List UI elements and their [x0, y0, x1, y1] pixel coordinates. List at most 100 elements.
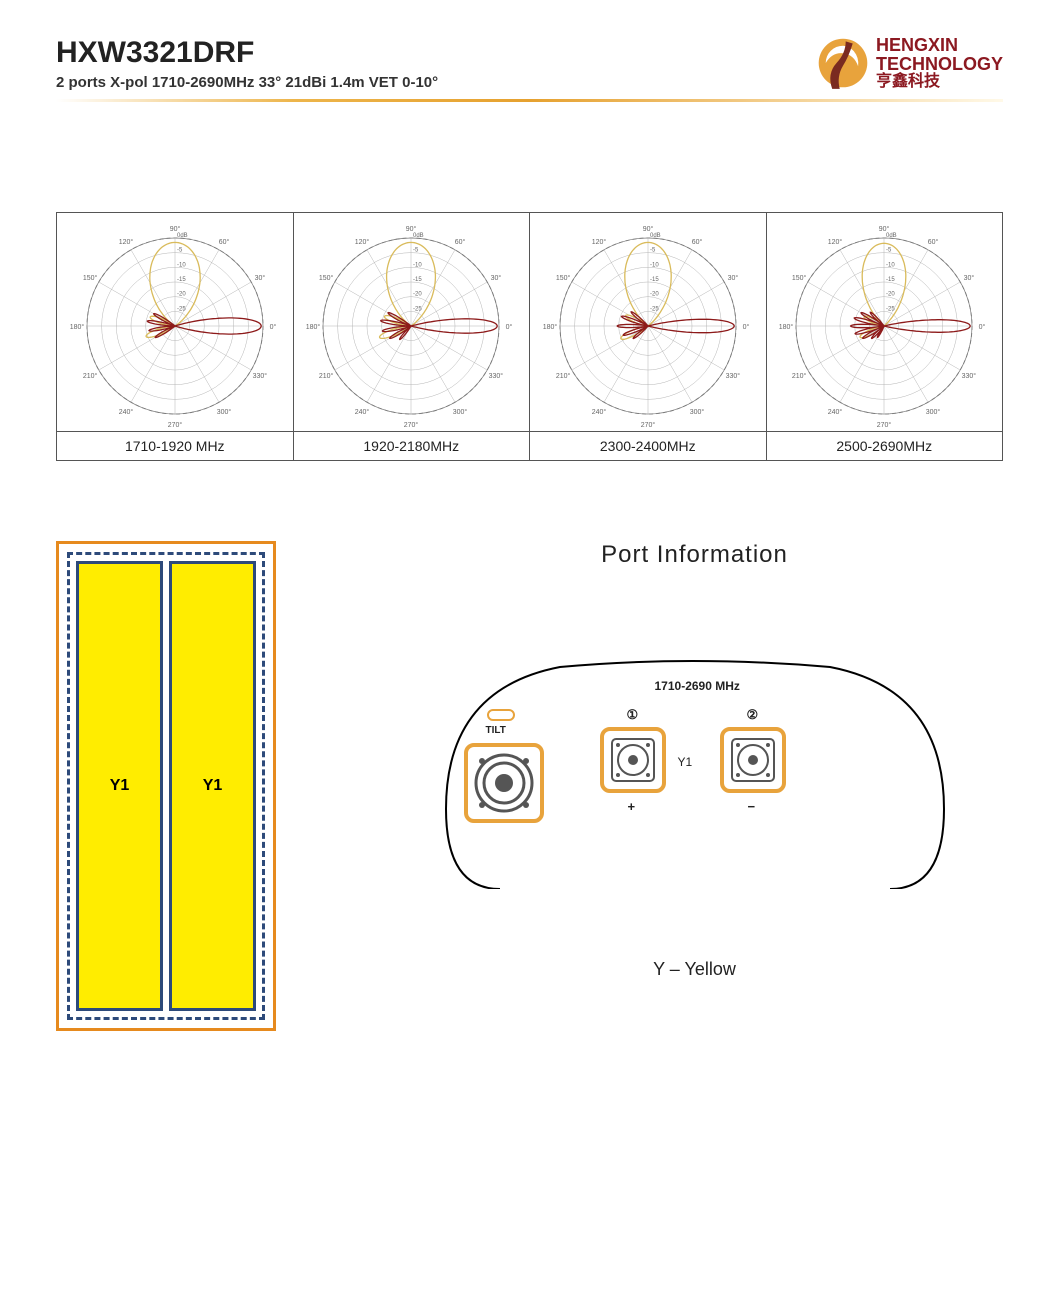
port2-number: ②: [747, 707, 759, 723]
lower-section: Y1 Y1 Port Information 1710-2690 MHz TIL…: [56, 541, 1003, 1031]
svg-text:-20: -20: [886, 292, 895, 298]
polar-chart-label: 2500-2690MHz: [767, 431, 1003, 460]
svg-text:-20: -20: [177, 292, 186, 298]
svg-text:120°: 120°: [355, 238, 370, 246]
svg-text:0°: 0°: [269, 323, 276, 331]
port-title: Port Information: [386, 541, 1003, 569]
polar-chart-cell: 0°30°60°90°120°150°180°210°240°270°300°3…: [294, 213, 531, 460]
logo-line3: 亨鑫科技: [876, 74, 1003, 91]
svg-text:90°: 90°: [642, 225, 653, 233]
svg-text:270°: 270°: [877, 421, 892, 427]
rf-connector-icon: [608, 735, 658, 785]
polar-chart-cell: 0°30°60°90°120°150°180°210°240°270°300°3…: [57, 213, 294, 460]
tilt-slot-icon: [487, 709, 515, 721]
svg-text:300°: 300°: [453, 408, 468, 416]
svg-text:90°: 90°: [169, 225, 180, 233]
svg-text:0dB: 0dB: [413, 233, 424, 239]
svg-text:-10: -10: [177, 262, 186, 268]
port1-polarity: +: [628, 799, 636, 814]
svg-text:150°: 150°: [83, 274, 98, 282]
port2-polarity: −: [748, 799, 756, 814]
svg-text:210°: 210°: [319, 372, 334, 380]
aisg-connector-icon: [472, 751, 536, 815]
polar-chart-row: 0° 30° 60° 90° 120° 150° 180° 210° 240° 270° 300° 3…: [56, 212, 1003, 461]
port1-number: ①: [627, 707, 639, 723]
svg-text:60°: 60°: [218, 238, 229, 246]
connector-plate: 1710-2690 MHz TILT ①: [440, 659, 950, 889]
aisg-connector: [464, 743, 544, 823]
rf-connector-icon: [728, 735, 778, 785]
svg-text:60°: 60°: [691, 238, 702, 246]
svg-text:240°: 240°: [119, 408, 134, 416]
svg-text:0dB: 0dB: [886, 233, 897, 239]
company-logo: HENGXIN TECHNOLOGY 亨鑫科技: [816, 36, 1003, 91]
svg-text:330°: 330°: [962, 372, 977, 380]
svg-text:-15: -15: [413, 277, 422, 283]
polar-chart-plot: 0° 30° 60° 90° 120° 150° 180° 210° 240° 270° 300° 3…: [530, 213, 766, 431]
antenna-diagram: Y1 Y1: [56, 541, 276, 1031]
svg-text:-5: -5: [413, 248, 419, 254]
svg-text:-5: -5: [886, 248, 892, 254]
svg-text:-15: -15: [650, 277, 659, 283]
svg-text:150°: 150°: [319, 274, 334, 282]
svg-text:330°: 330°: [252, 372, 267, 380]
header-text: HXW3321DRF 2 ports X-pol 1710-2690MHz 33…: [56, 36, 816, 91]
svg-text:120°: 120°: [592, 238, 607, 246]
svg-text:-10: -10: [650, 262, 659, 268]
svg-text:-5: -5: [650, 248, 656, 254]
rf-connector-2: [720, 727, 786, 793]
svg-text:180°: 180°: [543, 323, 558, 331]
product-subtitle: 2 ports X-pol 1710-2690MHz 33° 21dBi 1.4…: [56, 74, 816, 91]
rf-connector-1: [600, 727, 666, 793]
svg-text:240°: 240°: [355, 408, 370, 416]
tilt-label: TILT: [486, 725, 506, 736]
svg-text:60°: 60°: [928, 238, 939, 246]
svg-text:-25: -25: [413, 306, 422, 312]
svg-text:0dB: 0dB: [177, 233, 188, 239]
port-information: Port Information 1710-2690 MHz TILT: [386, 541, 1003, 980]
svg-text:-20: -20: [650, 292, 659, 298]
svg-text:-10: -10: [413, 262, 422, 268]
svg-text:150°: 150°: [792, 274, 807, 282]
svg-text:-25: -25: [650, 306, 659, 312]
svg-text:-15: -15: [177, 277, 186, 283]
svg-text:30°: 30°: [727, 274, 738, 282]
svg-text:240°: 240°: [592, 408, 607, 416]
svg-text:-10: -10: [886, 262, 895, 268]
svg-text:330°: 330°: [489, 372, 504, 380]
svg-text:60°: 60°: [455, 238, 466, 246]
antenna-bar-1: Y1: [76, 561, 163, 1011]
svg-text:270°: 270°: [641, 421, 656, 427]
polar-chart-label: 1920-2180MHz: [294, 431, 530, 460]
svg-text:90°: 90°: [406, 225, 417, 233]
svg-text:0°: 0°: [979, 323, 986, 331]
svg-text:270°: 270°: [168, 421, 183, 427]
logo-text: HENGXIN TECHNOLOGY 亨鑫科技: [876, 36, 1003, 91]
svg-text:-25: -25: [886, 306, 895, 312]
svg-text:120°: 120°: [119, 238, 134, 246]
svg-text:300°: 300°: [690, 408, 705, 416]
svg-text:270°: 270°: [404, 421, 419, 427]
svg-text:0°: 0°: [506, 323, 513, 331]
svg-text:180°: 180°: [306, 323, 321, 331]
polar-chart-cell: 0°30°60°90°120°150°180°210°240°270°300°3…: [767, 213, 1003, 460]
svg-text:210°: 210°: [556, 372, 571, 380]
svg-text:240°: 240°: [828, 408, 843, 416]
svg-text:0dB: 0dB: [650, 233, 661, 239]
svg-text:30°: 30°: [254, 274, 265, 282]
polar-chart-label: 2300-2400MHz: [530, 431, 766, 460]
polar-chart-plot: 0°30°60°90°120°150°180°210°240°270°300°3…: [57, 213, 293, 431]
svg-text:-15: -15: [886, 277, 895, 283]
svg-text:330°: 330°: [725, 372, 740, 380]
svg-text:-20: -20: [413, 292, 422, 298]
svg-text:180°: 180°: [70, 323, 85, 331]
svg-text:180°: 180°: [779, 323, 794, 331]
port-frequency-label: 1710-2690 MHz: [655, 679, 740, 693]
svg-text:150°: 150°: [556, 274, 571, 282]
color-legend: Y – Yellow: [386, 959, 1003, 980]
svg-text:-5: -5: [177, 248, 183, 254]
antenna-bar-2: Y1: [169, 561, 256, 1011]
svg-text:0°: 0°: [742, 323, 749, 331]
polar-chart-plot: 0°30°60°90°120°150°180°210°240°270°300°3…: [294, 213, 530, 431]
svg-text:210°: 210°: [83, 372, 98, 380]
